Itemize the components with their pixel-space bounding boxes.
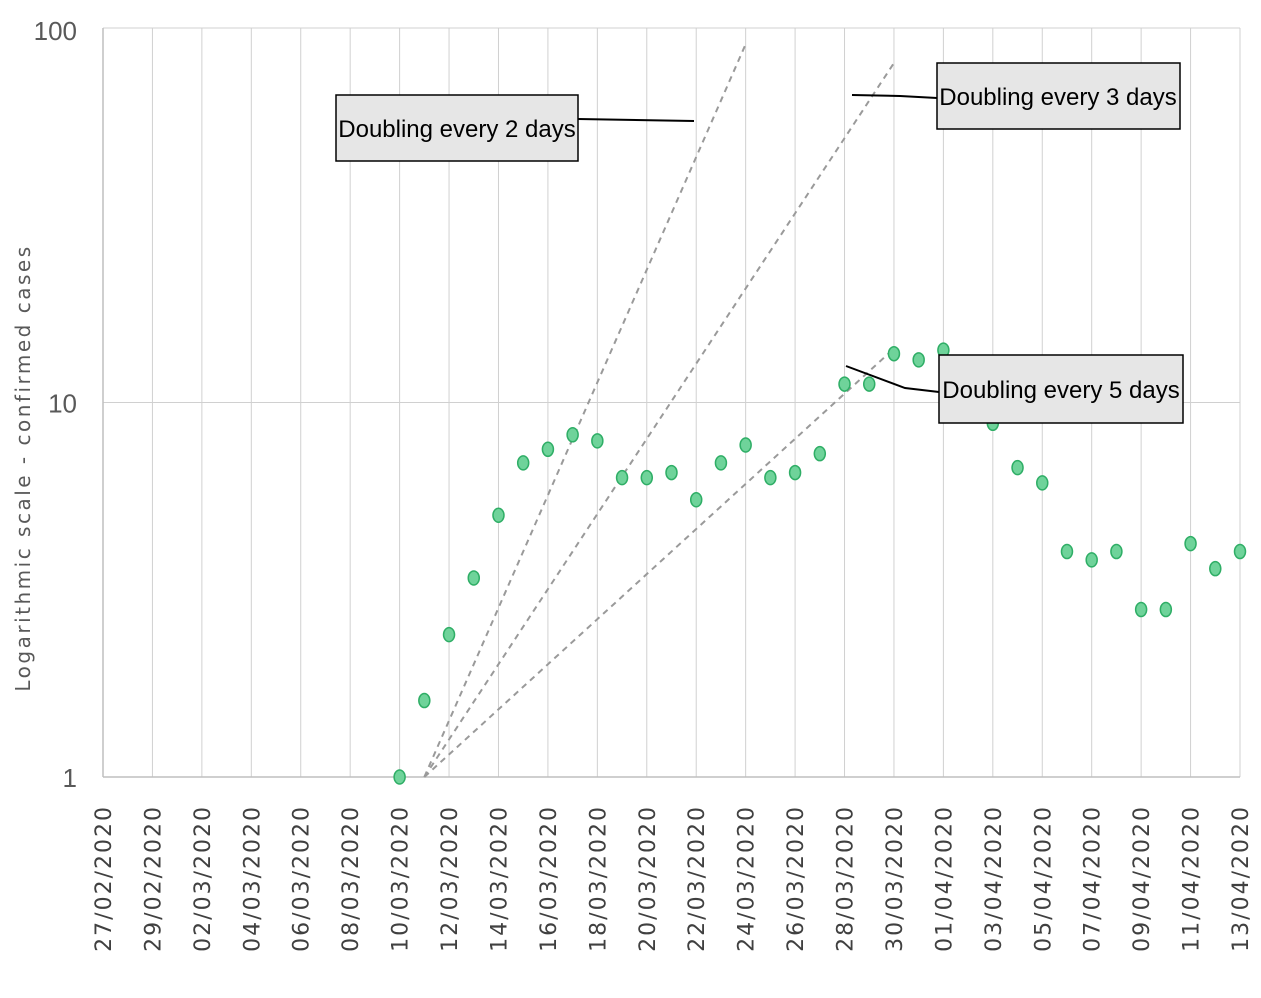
callout-2-days-leader — [577, 118, 695, 122]
x-tick-label: 30/03/2020 — [883, 805, 908, 952]
data-point — [764, 469, 777, 486]
data-points — [393, 342, 1247, 785]
callout-3-days-leader — [851, 94, 938, 99]
callout-5-days-text: Doubling every 5 days — [942, 377, 1179, 404]
x-tick-labels: 27/02/2020 29/02/2020 02/03/2020 04/03/2020… — [92, 805, 1254, 952]
data-point — [516, 455, 530, 471]
y-tick-label: 1 — [63, 763, 77, 793]
data-point — [566, 427, 579, 443]
data-point — [1036, 475, 1049, 491]
x-tick-label: 11/04/2020 — [1180, 805, 1205, 952]
data-point — [689, 491, 703, 508]
x-tick-label: 04/03/2020 — [240, 805, 265, 952]
callout-3-days-text: Doubling every 3 days — [939, 84, 1176, 111]
data-point — [862, 376, 876, 392]
data-point — [541, 441, 555, 458]
x-tick-label: 16/03/2020 — [537, 805, 562, 952]
data-point — [665, 464, 678, 481]
x-tick-label: 18/03/2020 — [586, 805, 611, 952]
data-point — [813, 445, 827, 462]
data-point — [640, 469, 654, 486]
x-tick-label: 27/02/2020 — [92, 805, 117, 952]
x-tick-label: 20/03/2020 — [636, 805, 661, 952]
data-point — [1184, 535, 1197, 552]
callout-5-days-box — [938, 354, 1184, 424]
y-axis-label: Logarithmic scale - confirmed cases — [11, 244, 35, 691]
x-tick-label: 28/03/2020 — [834, 805, 859, 952]
x-tick-label: 12/03/2020 — [438, 805, 463, 952]
x-tick-label: 09/04/2020 — [1130, 805, 1155, 952]
callouts: Doubling every 2 days Doubling every 3 d… — [335, 62, 1184, 424]
data-point — [615, 469, 629, 486]
data-point — [1060, 543, 1074, 560]
y-tick-labels: 1 10 100 — [34, 16, 77, 793]
x-tick-label: 05/04/2020 — [1031, 805, 1056, 952]
x-tick-label: 29/02/2020 — [141, 805, 166, 952]
data-point — [1134, 601, 1148, 618]
trend-line-2-days — [423, 43, 747, 778]
data-point — [887, 345, 901, 362]
trend-line-3-days — [423, 62, 895, 778]
data-point — [1011, 459, 1024, 476]
data-point — [591, 433, 604, 449]
data-point — [393, 769, 406, 785]
x-tick-label: 06/03/2020 — [290, 805, 315, 952]
x-tick-label: 24/03/2020 — [735, 805, 760, 952]
x-tick-label: 02/03/2020 — [191, 805, 216, 952]
y-tick-label: 10 — [48, 389, 77, 419]
callout-5-days-leader — [845, 365, 940, 393]
data-point — [714, 455, 728, 471]
data-point — [788, 464, 802, 481]
data-point — [442, 626, 456, 643]
data-point — [418, 692, 431, 709]
data-point — [1085, 552, 1098, 568]
data-point — [467, 570, 481, 586]
callout-2-days-box — [335, 94, 579, 162]
x-tick-label: 08/03/2020 — [339, 805, 364, 952]
callout-3-days-box — [936, 62, 1181, 130]
data-point — [739, 437, 752, 453]
x-tick-label: 14/03/2020 — [487, 805, 512, 952]
x-tick-label: 26/03/2020 — [784, 805, 809, 952]
data-point — [912, 352, 925, 368]
x-tick-label: 10/03/2020 — [389, 805, 414, 952]
x-tick-label: 01/04/2020 — [932, 805, 957, 952]
y-tick-label: 100 — [34, 16, 77, 46]
data-point — [838, 376, 851, 392]
data-point — [492, 507, 505, 523]
trend-lines — [423, 43, 895, 778]
data-point — [1233, 543, 1247, 560]
x-tick-label: 22/03/2020 — [685, 805, 710, 952]
data-point — [1110, 543, 1123, 560]
x-tick-label: 03/04/2020 — [982, 805, 1007, 952]
data-point — [1209, 560, 1222, 577]
x-tick-label: 07/04/2020 — [1081, 805, 1106, 952]
x-tick-label: 13/04/2020 — [1229, 805, 1254, 952]
trend-line-5-days — [423, 347, 895, 778]
data-point — [1159, 601, 1173, 618]
callout-2-days-text: Doubling every 2 days — [338, 116, 575, 143]
